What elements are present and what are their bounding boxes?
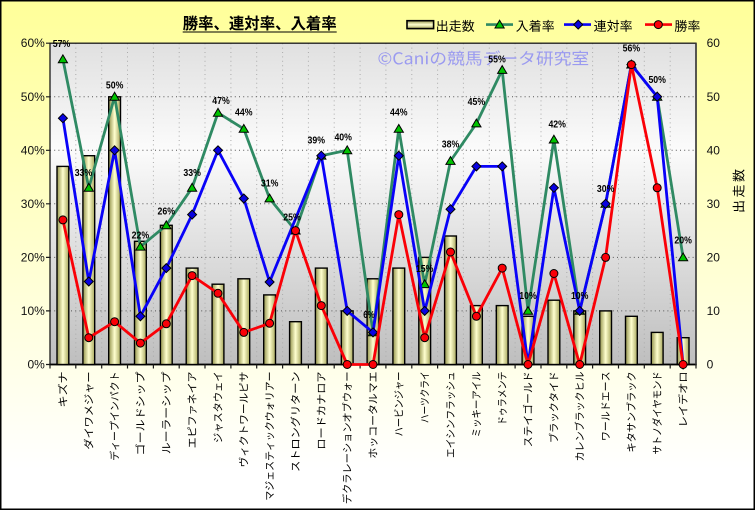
svg-text:0: 0 <box>707 358 714 372</box>
svg-text:60%: 60% <box>21 36 45 50</box>
svg-text:56%: 56% <box>623 43 641 55</box>
svg-text:6%: 6% <box>363 309 375 321</box>
svg-text:20%: 20% <box>21 250 45 264</box>
svg-text:45%: 45% <box>468 96 486 108</box>
svg-text:20: 20 <box>707 250 721 264</box>
svg-text:44%: 44% <box>390 106 408 118</box>
svg-text:60: 60 <box>707 36 721 50</box>
svg-text:57%: 57% <box>53 38 71 50</box>
svg-text:0%: 0% <box>27 358 45 372</box>
svg-text:47%: 47% <box>212 95 230 107</box>
svg-text:33%: 33% <box>75 167 93 179</box>
svg-text:15%: 15% <box>416 263 434 275</box>
svg-text:55%: 55% <box>488 53 506 65</box>
svg-text:50%: 50% <box>648 74 666 86</box>
svg-text:25%: 25% <box>283 212 301 224</box>
svg-text:40%: 40% <box>334 132 352 144</box>
svg-text:40: 40 <box>707 143 721 157</box>
svg-text:33%: 33% <box>183 167 201 179</box>
svg-text:10: 10 <box>707 304 721 318</box>
svg-text:42%: 42% <box>548 119 566 131</box>
svg-text:10%: 10% <box>21 304 45 318</box>
svg-text:10%: 10% <box>571 290 589 302</box>
svg-text:38%: 38% <box>442 139 460 151</box>
svg-text:10%: 10% <box>519 290 537 302</box>
svg-text:39%: 39% <box>308 135 326 147</box>
svg-text:44%: 44% <box>235 107 253 119</box>
svg-text:50%: 50% <box>106 80 124 92</box>
svg-text:50: 50 <box>707 90 721 104</box>
svg-text:26%: 26% <box>158 206 176 218</box>
svg-text:30%: 30% <box>21 197 45 211</box>
svg-text:40%: 40% <box>21 143 45 157</box>
svg-text:50%: 50% <box>21 90 45 104</box>
svg-text:31%: 31% <box>261 178 279 190</box>
svg-text:30: 30 <box>707 197 721 211</box>
svg-text:22%: 22% <box>132 230 150 242</box>
svg-text:20%: 20% <box>674 235 692 247</box>
svg-text:30%: 30% <box>597 183 615 195</box>
